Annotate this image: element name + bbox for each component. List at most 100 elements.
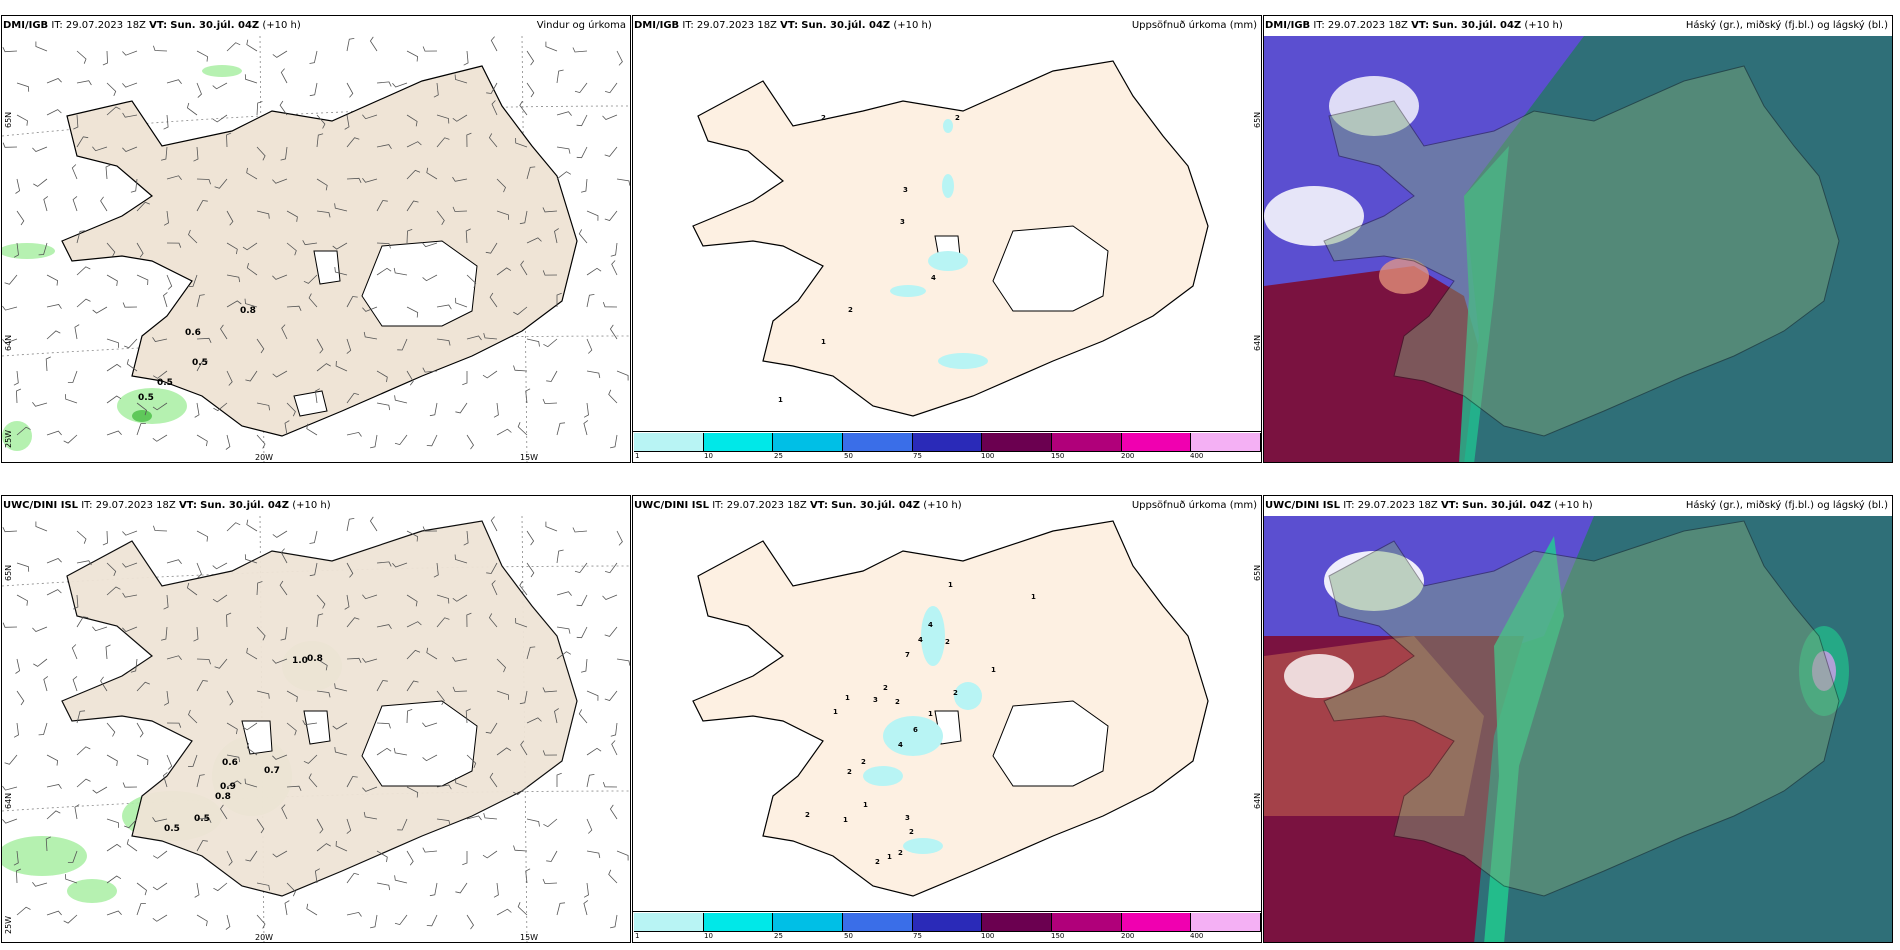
wind-barb xyxy=(542,750,558,756)
wind-barb xyxy=(610,434,618,449)
wind-barb xyxy=(490,36,498,52)
lon-label-left: 25W xyxy=(4,429,13,448)
wind-barb xyxy=(519,690,528,705)
wind-barb xyxy=(124,818,138,829)
wind-barb xyxy=(76,50,87,64)
wind-barb xyxy=(286,305,302,311)
wind-barb xyxy=(136,423,146,436)
precip-label: 0.6 xyxy=(185,328,201,338)
wind-barb xyxy=(346,431,362,437)
wind-barb xyxy=(309,530,318,544)
wind-barb xyxy=(376,200,388,212)
wind-barb xyxy=(406,370,414,386)
lead-time: (+10 h) xyxy=(262,20,301,31)
wind-barb xyxy=(397,818,408,831)
wind-barb xyxy=(616,370,629,381)
legend-tick: 75 xyxy=(913,452,922,460)
wind-barb xyxy=(486,562,498,574)
wind-barb xyxy=(406,850,414,866)
wind-barb xyxy=(611,740,618,756)
wind-barb xyxy=(76,560,92,566)
wind-barb xyxy=(15,868,22,884)
wind-barb xyxy=(463,50,469,66)
wind-barb xyxy=(602,781,618,788)
wind-barb xyxy=(106,82,117,97)
wind-barb xyxy=(16,562,30,572)
wind-barb xyxy=(485,722,498,734)
wind-barb xyxy=(160,626,168,641)
vt-value: Sun. 30.júl. 04Z xyxy=(1462,500,1551,511)
wind-barb xyxy=(346,392,360,404)
wind-barb xyxy=(542,878,558,885)
wind-barb xyxy=(309,82,318,97)
wind-barb xyxy=(2,142,18,148)
wind-barb xyxy=(136,274,149,286)
wind-barb xyxy=(130,178,138,193)
wind-barb xyxy=(244,74,258,84)
accum-label: 6 xyxy=(913,726,918,734)
wind-barb xyxy=(556,146,571,154)
wind-barb xyxy=(392,82,408,88)
wind-barb xyxy=(106,274,118,286)
wind-barb xyxy=(244,778,258,788)
accum-label: 1 xyxy=(843,816,848,824)
wind-barb xyxy=(466,612,472,628)
wind-barb xyxy=(226,370,233,386)
wind-barb xyxy=(272,370,288,378)
wind-barb xyxy=(483,332,498,340)
wind-barb xyxy=(306,903,318,916)
wind-barb xyxy=(483,812,498,820)
wind-barb xyxy=(436,818,451,826)
accum-label: 1 xyxy=(778,396,783,404)
precip-label: 0.7 xyxy=(264,766,280,776)
wind-barb xyxy=(2,47,18,53)
wind-barb xyxy=(188,709,198,724)
wind-barb xyxy=(76,530,87,544)
vt-label: VT: xyxy=(780,20,799,31)
wind-barb xyxy=(226,42,241,52)
wind-barb xyxy=(63,914,78,924)
precip-label: 0.5 xyxy=(194,814,210,824)
wind-barb xyxy=(152,882,168,891)
wind-barb xyxy=(166,722,182,728)
wind-barb xyxy=(46,910,62,916)
wind-barb xyxy=(196,840,208,852)
wind-barb xyxy=(586,818,593,834)
wind-barb xyxy=(346,82,354,98)
wind-barb xyxy=(256,581,263,596)
accum-label: 2 xyxy=(821,114,826,122)
wind-barb xyxy=(556,171,572,180)
legend-swatch xyxy=(1191,433,1261,451)
wind-barb xyxy=(136,722,144,738)
wind-barb xyxy=(122,530,138,536)
wind-barb xyxy=(609,324,618,340)
accum-label: 3 xyxy=(873,696,878,704)
it-value: 29.07.2023 18Z xyxy=(1327,20,1408,31)
wind-barb xyxy=(362,786,378,792)
wind-barb xyxy=(452,656,468,662)
wind-barb xyxy=(226,850,233,866)
wind-barb xyxy=(225,434,231,450)
wind-barb xyxy=(309,50,318,64)
wind-barb xyxy=(578,709,588,724)
wind-barb xyxy=(196,82,202,98)
wind-barb xyxy=(583,900,589,916)
wind-barb xyxy=(136,402,147,416)
wind-barb xyxy=(335,360,348,372)
accum-label: 2 xyxy=(953,689,958,697)
wind-barb xyxy=(489,772,498,788)
wind-barb xyxy=(226,300,242,308)
legend-tick: 50 xyxy=(844,932,853,940)
wind-barb xyxy=(122,782,138,788)
wind-barb xyxy=(136,201,150,212)
wind-barb xyxy=(344,114,350,130)
wind-barb xyxy=(466,914,474,930)
wind-barb xyxy=(214,178,228,189)
wind-barb xyxy=(513,845,528,852)
wind-barb xyxy=(576,594,588,607)
wind-barb xyxy=(465,708,471,724)
wind-barb xyxy=(281,324,288,340)
wind-barb xyxy=(604,146,618,157)
wind-barb xyxy=(517,422,528,436)
wind-barb xyxy=(496,690,509,700)
